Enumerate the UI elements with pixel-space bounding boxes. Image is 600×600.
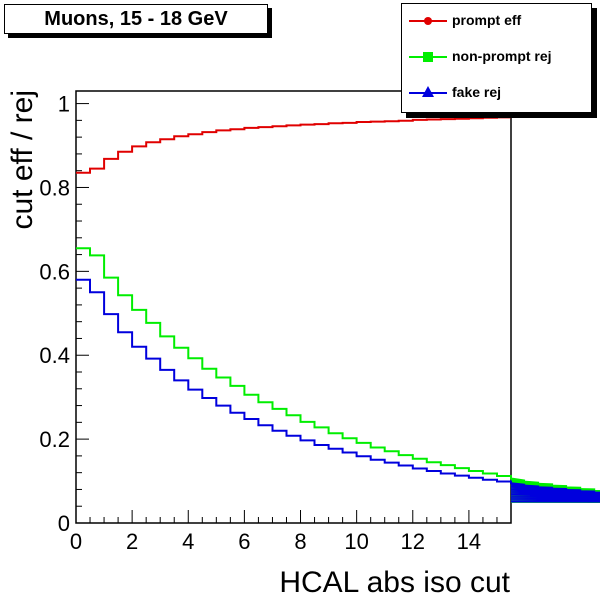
x-tick-label: 14 [457,529,481,554]
series-layer [76,116,600,503]
y-tick-label: 0.8 [39,175,70,200]
legend-entry-fake-rej: fake rej [402,82,591,102]
legend-marker-square-icon [423,52,433,62]
x-tick-label: 4 [182,529,194,554]
chart-title: Muons, 15 - 18 GeV [44,8,228,30]
chart-title-box: Muons, 15 - 18 GeV [4,4,268,34]
series-line-non-prompt-rej [76,247,600,503]
y-tick-label: 0 [58,511,70,536]
x-tick-label: 6 [238,529,250,554]
plot-frame [75,90,512,524]
y-tick-label: 0.6 [39,259,70,284]
x-tick-label: 8 [294,529,306,554]
legend-label-non-prompt-rej: non-prompt rej [452,48,552,64]
legend-marker-circle-icon [424,17,432,25]
legend-entry-prompt-eff: prompt eff [402,10,591,30]
x-tick-label: 0 [70,529,82,554]
y-tick-label: 1 [58,92,70,117]
legend-label-fake-rej: fake rej [452,84,502,100]
series-line-prompt-eff [76,116,511,174]
tick-layer: 0 2 4 6 8 10 12 14 0 0.2 0.4 0.6 0.8 1 [39,92,512,554]
x-tick-label: 12 [401,529,425,554]
x-axis-title: HCAL abs iso cut [279,566,510,599]
legend-label-prompt-eff: prompt eff [452,12,522,28]
y-axis-title: cut eff / rej [6,90,39,230]
legend: prompt eff non-prompt rej fake rej [401,3,592,113]
series-line-fake-rej [76,278,600,503]
x-tick-label: 10 [344,529,368,554]
y-tick-label: 0.2 [39,427,70,452]
legend-entry-non-prompt-rej: non-prompt rej [402,46,591,66]
x-tick-label: 2 [126,529,138,554]
legend-marker-triangle-icon [422,86,434,97]
y-tick-label: 0.4 [39,343,70,368]
